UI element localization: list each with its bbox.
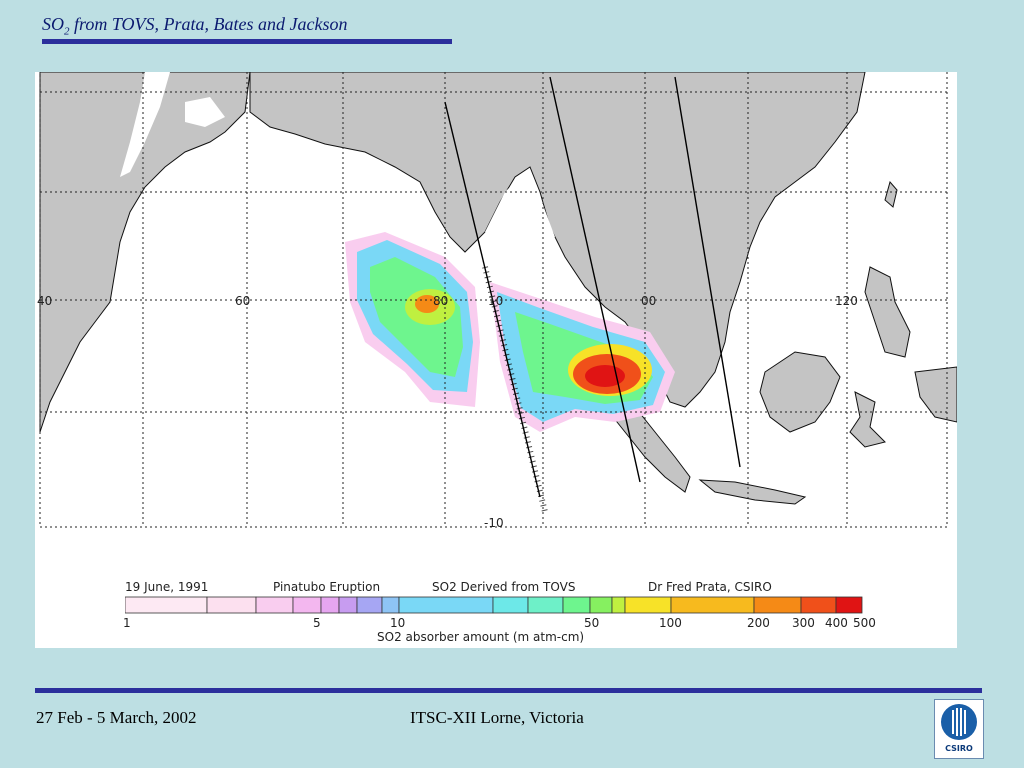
philippines-land: [864, 266, 911, 358]
colorbar-swatch: [338, 596, 358, 614]
graticule: [39, 72, 950, 528]
colorbar-swatch: [562, 596, 591, 614]
colorbar-tick: 1: [123, 616, 131, 630]
colorbar-swatch: [398, 596, 494, 614]
colorbar-swatch: [611, 596, 626, 614]
csiro-logo: CSIRO: [934, 699, 984, 759]
satellite-track-3: [674, 76, 741, 468]
satellite-tracks: [444, 76, 741, 513]
lon-label: 40: [37, 294, 52, 308]
slide-title: SO2 from TOVS, Prata, Bates and Jackson: [42, 14, 348, 38]
csiro-logo-icon: [941, 704, 977, 740]
lon-label: 120: [835, 294, 858, 308]
colorbar-swatch: [292, 596, 322, 614]
colorbar-unit-label: SO2 absorber amount (m atm-cm): [377, 630, 585, 644]
so2-plume-west: [345, 232, 480, 407]
colorbar-swatch: [320, 596, 340, 614]
colorbar-tick: 500: [853, 616, 876, 630]
colorbar-tick: 10: [390, 616, 406, 630]
colorbar-tick: 400: [825, 616, 848, 630]
lon-label: 80: [433, 294, 448, 308]
colorbar-swatch: [624, 596, 672, 614]
colorbar-tick: 5: [313, 616, 321, 630]
asia-land: [249, 72, 866, 408]
so2-map: 40 60 80 10 00 120 -10: [35, 72, 957, 534]
legend-credit: Dr Fred Prata, CSIRO: [648, 580, 772, 594]
figure-panel: 40 60 80 10 00 120 -10 19 June, 1991 Pin…: [35, 72, 957, 648]
lat-label: -10: [484, 516, 504, 530]
taiwan-land: [884, 180, 898, 208]
lon-label: 60: [235, 294, 250, 308]
satellite-track-1: [444, 101, 541, 498]
colorbar-swatch: [670, 596, 755, 614]
colorbar-swatch: [255, 596, 294, 614]
colorbar-swatch: [800, 596, 837, 614]
colorbar-tick: 300: [792, 616, 815, 630]
legend-source: SO2 Derived from TOVS: [432, 580, 576, 594]
colorbar: [125, 596, 863, 614]
persian-gulf-water: [185, 97, 225, 127]
satellite-track-2: [549, 76, 641, 483]
footer-rule: [35, 688, 982, 693]
colorbar-swatch: [492, 596, 529, 614]
colorbar-swatch: [589, 596, 613, 614]
lon-label: 00: [641, 294, 656, 308]
sulawesi-land: [849, 391, 886, 448]
footer-conference: ITSC-XII Lorne, Victoria: [410, 708, 584, 727]
colorbar-swatch: [381, 596, 400, 614]
red-sea-water: [120, 72, 170, 177]
java-land: [698, 479, 807, 505]
footer-date: 27 Feb - 5 March, 2002: [36, 708, 197, 727]
colorbar-swatch: [356, 596, 383, 614]
colorbar-swatch: [753, 596, 802, 614]
title-underline: [42, 39, 452, 44]
colorbar-tick: 100: [659, 616, 682, 630]
lon-label: 10: [488, 294, 503, 308]
legend-event: Pinatubo Eruption: [273, 580, 381, 594]
bay-of-bengal-water: [485, 172, 555, 247]
so2-plume-east: [490, 282, 675, 432]
africa-arabia-land: [39, 72, 251, 433]
csiro-logo-text: CSIRO: [945, 744, 973, 753]
colorbar-tick: 50: [584, 616, 600, 630]
colorbar-swatch: [835, 596, 863, 614]
legend-date: 19 June, 1991: [125, 580, 209, 594]
colorbar-swatch: [527, 596, 564, 614]
colorbar-swatch: [125, 596, 208, 614]
colorbar-tick: 200: [747, 616, 770, 630]
colorbar-swatch: [206, 596, 257, 614]
